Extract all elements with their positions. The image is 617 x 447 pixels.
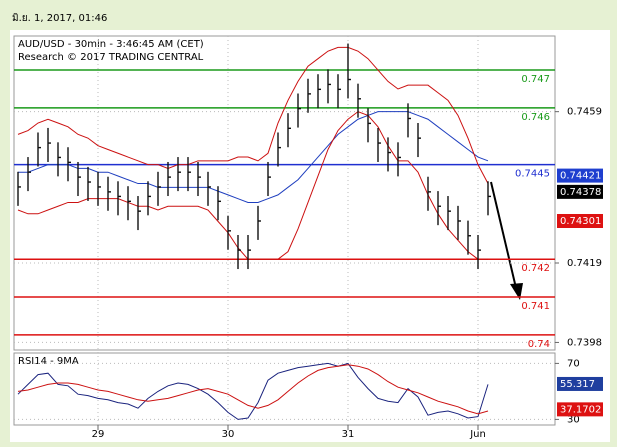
price-panel (13, 35, 556, 351)
price-box-label: 55.317 (560, 379, 595, 390)
x-tick-label: 31 (342, 429, 355, 440)
price-box-label: 37.1702 (560, 404, 601, 415)
legend-line: AUD/USD - 30min - 3:46:45 AM (CET) (18, 39, 204, 50)
y-tick-label: 0.7398 (567, 337, 602, 348)
price-box-label: 0.74378 (560, 187, 601, 198)
price-box-label: 0.74421 (560, 171, 601, 182)
price-box (557, 213, 603, 228)
indicator-line (17, 111, 488, 260)
indicator-line (17, 46, 489, 184)
y-tick-label: 0.7459 (567, 107, 602, 118)
level-label: 0.742 (521, 263, 550, 274)
price-box (557, 184, 603, 199)
x-tick-label: 29 (92, 429, 105, 440)
price-box-label: 0.74301 (560, 216, 601, 227)
legend-line: Research © 2017 TRADING CENTRAL (18, 52, 204, 63)
rsi-title: RSI14 - 9MA (18, 356, 79, 367)
date-stamp: มิ.ย. 1, 2017, 01:46 (12, 13, 107, 24)
rsi-panel (13, 352, 556, 426)
price-box (557, 402, 603, 417)
x-tick-label: 30 (222, 429, 235, 440)
price-box (557, 376, 603, 391)
y-tick-label: 30 (567, 414, 580, 425)
y-tick-label: 70 (567, 358, 580, 369)
forecast-arrow (490, 181, 523, 300)
level-label: 0.741 (521, 301, 550, 312)
level-label: 0.7445 (515, 169, 550, 180)
level-label: 0.747 (521, 74, 550, 85)
x-tick-label: Jun (469, 429, 486, 440)
price-box (557, 168, 603, 183)
level-label: 0.746 (521, 112, 550, 123)
y-tick-label: 0.7419 (567, 258, 602, 269)
level-label: 0.74 (528, 339, 550, 350)
chart-background (10, 30, 610, 442)
indicator-line (18, 111, 489, 203)
indicator-line (17, 364, 489, 415)
